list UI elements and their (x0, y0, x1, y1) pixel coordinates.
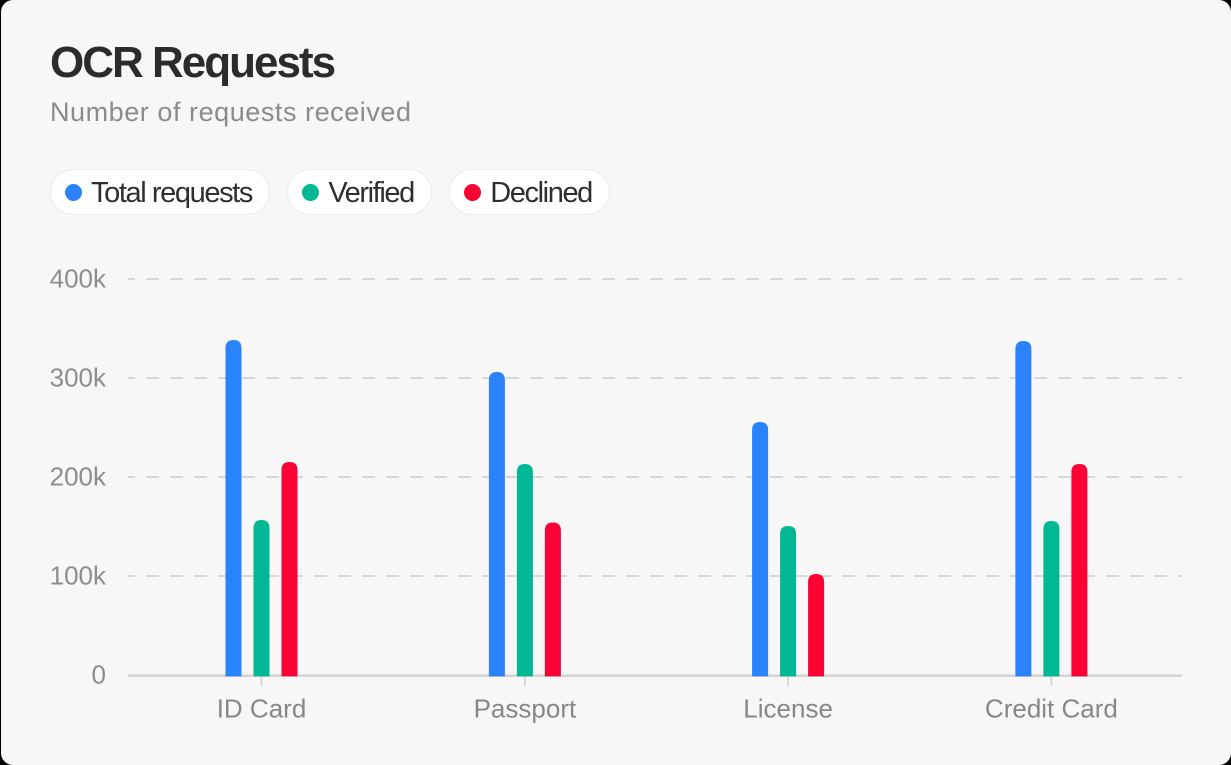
svg-text:License: License (743, 694, 833, 724)
svg-text:ID Card: ID Card (217, 694, 307, 724)
svg-text:200k: 200k (50, 462, 107, 492)
svg-text:Passport: Passport (474, 694, 577, 724)
svg-text:400k: 400k (50, 264, 107, 294)
svg-text:300k: 300k (50, 363, 107, 393)
svg-text:Credit Card: Credit Card (985, 694, 1118, 724)
svg-text:100k: 100k (50, 561, 107, 591)
svg-text:0: 0 (92, 660, 106, 690)
